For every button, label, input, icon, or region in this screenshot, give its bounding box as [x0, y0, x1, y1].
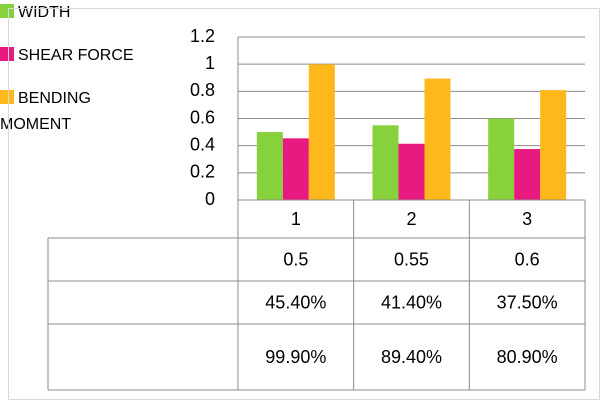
- bar: [488, 118, 515, 200]
- table-value: 37.50%: [497, 292, 558, 312]
- table-value: 45.40%: [265, 292, 326, 312]
- y-tick-label: 0.8: [190, 80, 215, 100]
- table-value: 0.55: [394, 249, 429, 269]
- table-value: 0.6: [515, 249, 540, 269]
- legend-entry: BENDING MOMENT: [0, 86, 150, 138]
- y-tick-label: 1: [205, 53, 215, 73]
- bar: [256, 132, 283, 200]
- y-tick-label: 0.2: [190, 162, 215, 182]
- legend-label: BENDING MOMENT: [0, 90, 91, 133]
- y-tick-label: 0.6: [190, 107, 215, 127]
- table-value: 0.5: [283, 249, 308, 269]
- bar: [424, 78, 451, 200]
- chart-border: [8, 8, 600, 400]
- x-tick-label: 1: [291, 209, 301, 229]
- legend-swatch: [0, 90, 14, 104]
- legend-cell: SHEAR FORCE: [0, 43, 150, 86]
- bar: [514, 149, 541, 200]
- bar: [540, 90, 567, 200]
- bar: [282, 138, 309, 200]
- legend-entry: SHEAR FORCE: [0, 43, 150, 69]
- legend-label: SHEAR FORCE: [18, 47, 134, 64]
- table-value: 89.40%: [381, 347, 442, 367]
- x-tick-label: 2: [406, 209, 416, 229]
- y-tick-label: 0.4: [190, 134, 215, 154]
- y-tick-label: 0: [205, 189, 215, 209]
- table-value: 41.40%: [381, 292, 442, 312]
- bar: [308, 64, 335, 201]
- table-value: 80.90%: [497, 347, 558, 367]
- legend-cell: BENDING MOMENT: [0, 86, 150, 152]
- y-tick-label: 1.2: [190, 26, 215, 46]
- table-value: 99.90%: [265, 347, 326, 367]
- legend-swatch: [0, 47, 14, 61]
- bar: [372, 125, 399, 200]
- bar: [398, 143, 425, 200]
- x-tick-label: 3: [522, 209, 532, 229]
- legend-swatch: [0, 4, 14, 18]
